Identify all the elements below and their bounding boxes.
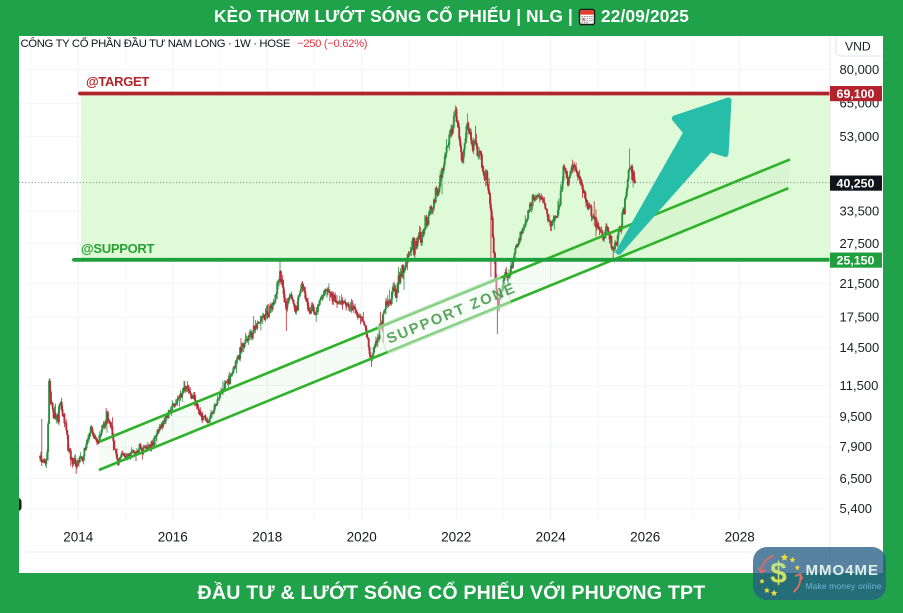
- svg-text:6,500: 6,500: [840, 471, 873, 486]
- svg-text:5,400: 5,400: [840, 501, 873, 516]
- svg-text:SUPPORT ZONE: SUPPORT ZONE: [385, 280, 519, 347]
- svg-text:2026: 2026: [630, 530, 660, 545]
- svg-text:2014: 2014: [63, 530, 94, 545]
- svg-text:69,100: 69,100: [837, 87, 875, 101]
- svg-text:27,500: 27,500: [840, 236, 880, 251]
- svg-text:17,500: 17,500: [840, 310, 880, 325]
- svg-text:7,900: 7,900: [840, 439, 873, 454]
- svg-text:14,500: 14,500: [840, 340, 880, 355]
- svg-text:11,500: 11,500: [840, 378, 879, 393]
- svg-text:9,500: 9,500: [840, 409, 873, 424]
- svg-text:25,150: 25,150: [837, 254, 875, 268]
- svg-text:2028: 2028: [725, 530, 755, 545]
- svg-text:33,500: 33,500: [840, 204, 880, 219]
- svg-text:VND: VND: [845, 39, 871, 53]
- svg-text:$: $: [770, 557, 787, 590]
- svg-text:2016: 2016: [158, 530, 188, 545]
- svg-text:80,000: 80,000: [840, 62, 880, 77]
- svg-text:2020: 2020: [347, 530, 377, 545]
- svg-text:21,500: 21,500: [840, 276, 880, 291]
- svg-text:2024: 2024: [536, 530, 567, 545]
- svg-text:53,000: 53,000: [840, 129, 880, 144]
- svg-text:2018: 2018: [252, 530, 282, 545]
- svg-text:40,250: 40,250: [837, 177, 875, 191]
- svg-text:2022: 2022: [441, 530, 471, 545]
